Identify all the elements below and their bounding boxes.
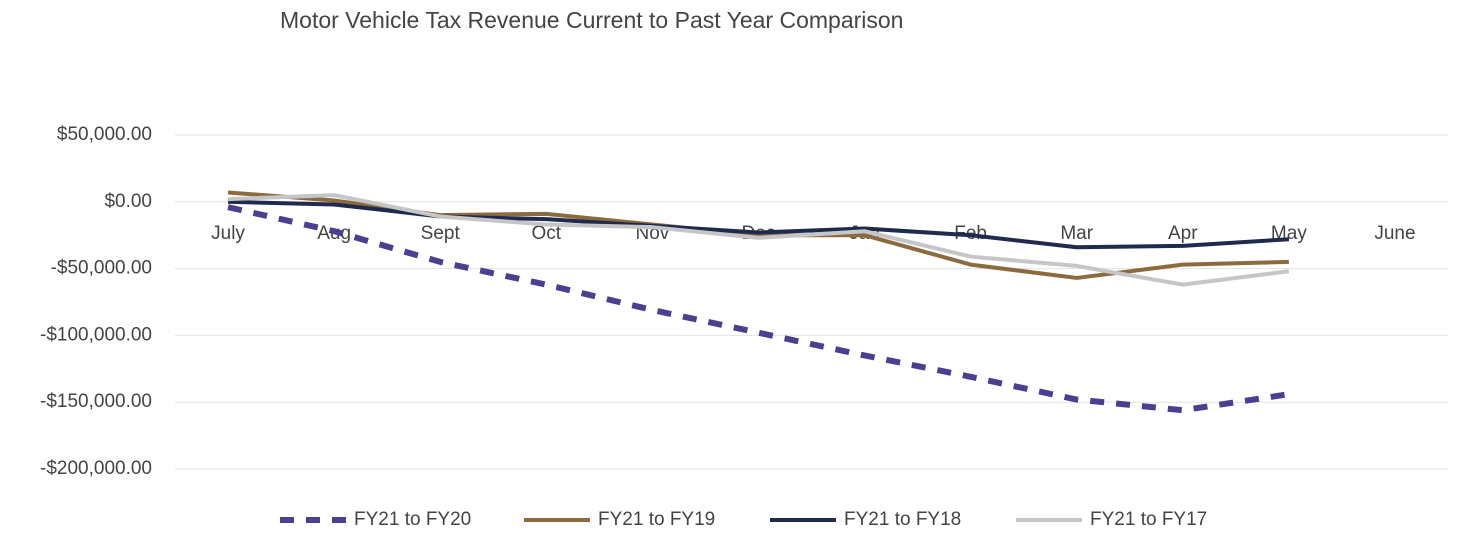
- x-tick-label: Sept: [421, 223, 461, 244]
- y-tick-label: $50,000.00: [57, 124, 152, 145]
- y-tick-label: -$50,000.00: [51, 258, 152, 279]
- y-tick-label: -$100,000.00: [40, 324, 152, 345]
- x-tick-label: Oct: [532, 223, 562, 244]
- y-tick-label: -$150,000.00: [40, 391, 152, 412]
- series-line: [227, 193, 1290, 287]
- x-tick-label: Apr: [1168, 223, 1198, 244]
- legend-label: FY21 to FY18: [844, 509, 961, 530]
- y-tick-label: -$200,000.00: [40, 458, 152, 479]
- x-tick-label: June: [1374, 223, 1415, 244]
- legend-label: FY21 to FY20: [354, 509, 471, 530]
- series-line: [227, 199, 1290, 250]
- legend-label: FY21 to FY17: [1090, 509, 1207, 530]
- y-tick-label: $0.00: [104, 191, 152, 212]
- x-tick-label: July: [211, 223, 245, 244]
- series-line: [227, 204, 1290, 414]
- x-tick-label: Mar: [1060, 223, 1093, 244]
- chart-title: Motor Vehicle Tax Revenue Current to Pas…: [280, 7, 903, 33]
- legend-label: FY21 to FY19: [598, 509, 715, 530]
